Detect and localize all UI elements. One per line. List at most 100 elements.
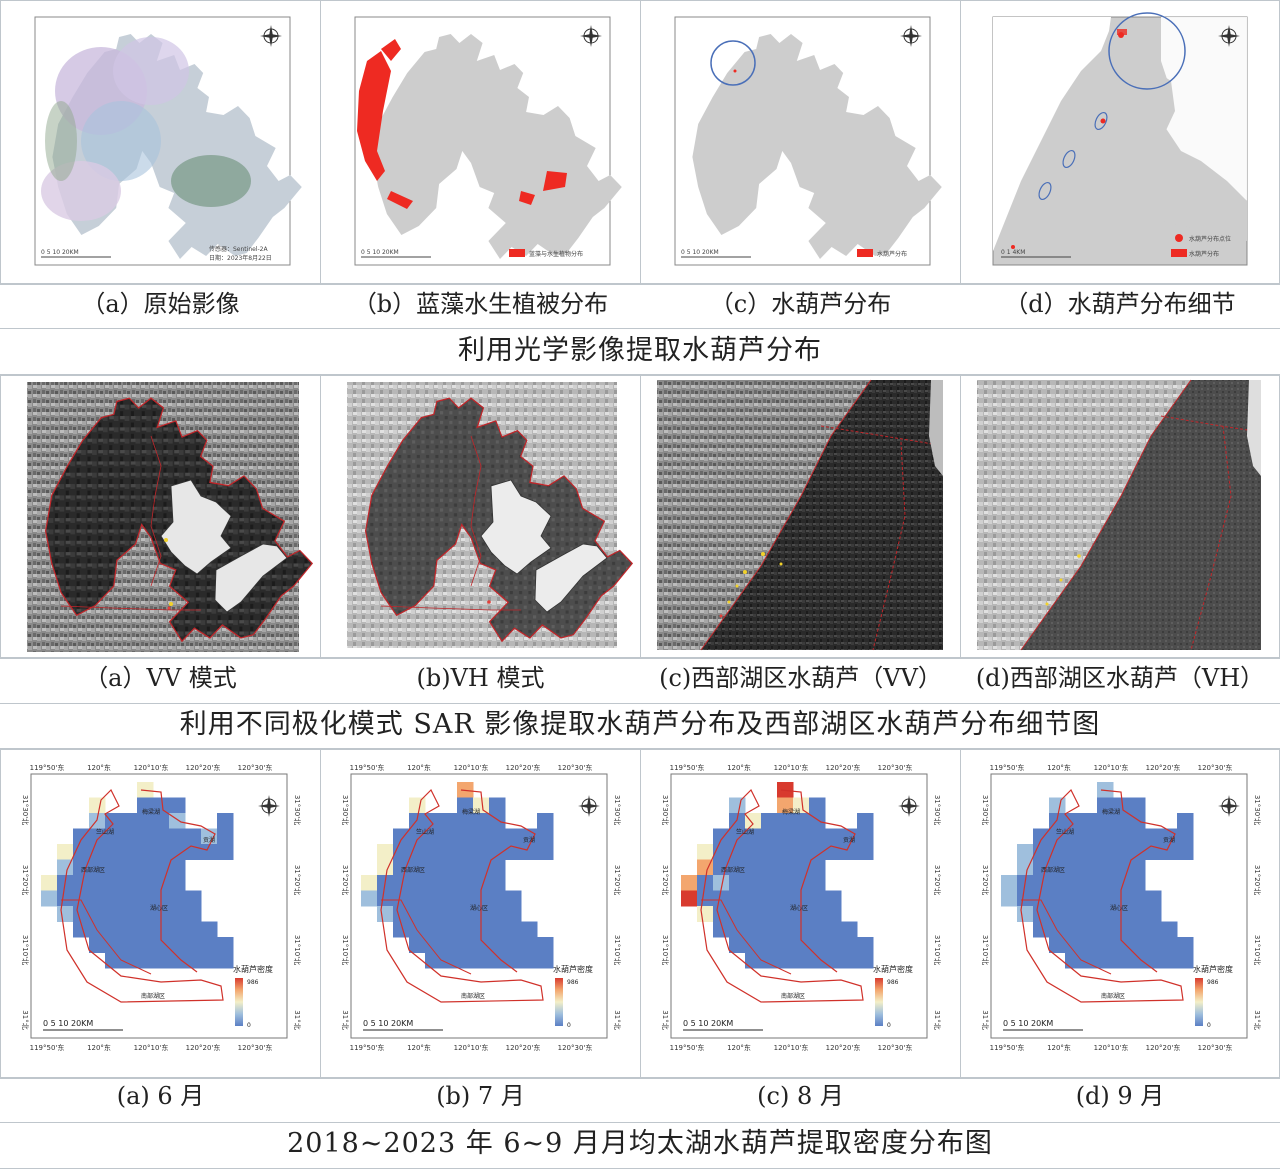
density-cell (809, 875, 826, 891)
zone-label: 南部湖区 (781, 992, 805, 1000)
optical-a-scale: 0 5 10 20KM (41, 249, 79, 256)
density-cell (745, 859, 762, 876)
density-cell (1065, 937, 1082, 953)
zone-label: 贡湖 (843, 836, 855, 844)
density-cell (1129, 890, 1146, 907)
lon-label: 120°东 (1047, 763, 1071, 772)
sar-caption-c: (c)西部湖区水葫芦（VV） (659, 664, 942, 692)
density-legend-min: 0 (1207, 1022, 1211, 1029)
density-panel-jun: 竺山湖 梅梁湖 贡湖 西部湖区 湖心区 南部湖区 119°50'东 119°50'东 120°东… (0, 749, 321, 1078)
lon-label: 119°50'东 (30, 1043, 65, 1052)
density-cell (761, 937, 778, 953)
density-cell (441, 844, 458, 860)
density-legend-title: 水葫芦密度 (553, 964, 593, 974)
lat-label: 31°20'北 (933, 865, 941, 895)
zone-label: 竺山湖 (736, 828, 754, 836)
density-cell (537, 813, 554, 829)
density-cell (441, 828, 458, 845)
zone-label: 南部湖区 (141, 992, 165, 1000)
density-cell (1177, 952, 1194, 969)
density-legend-title: 水葫芦密度 (873, 964, 913, 974)
density-cell (153, 875, 170, 891)
density-cell (489, 890, 506, 907)
density-cell (745, 828, 762, 845)
optical-b-scale: 0 5 10 20KM (361, 249, 399, 256)
density-cell (1145, 906, 1162, 922)
lon-label: 120°东 (727, 1043, 751, 1052)
density-cell (409, 890, 426, 907)
density-legend-min: 0 (887, 1022, 891, 1029)
density-scale: 0 5 10 20KM (43, 1019, 93, 1028)
density-cell (1145, 828, 1162, 845)
sar-panel-a (0, 375, 321, 658)
density-cell (473, 813, 490, 829)
density-cell (425, 859, 442, 876)
density-cell (169, 952, 186, 969)
density-cell (809, 906, 826, 922)
sar-map-west-vh (977, 379, 1262, 651)
lon-label: 119°50'东 (350, 763, 385, 772)
density-cell (777, 937, 794, 953)
optical-a-sensor: 传感器：Sentinel-2A (209, 245, 268, 253)
optical-panel-d: 0 1 4KM 水葫芦分布点位 水葫芦分布 (960, 0, 1280, 284)
density-cell (425, 844, 442, 860)
density-legend-max: 986 (567, 979, 579, 986)
divider (0, 1122, 1280, 1123)
density-cell (793, 952, 810, 969)
density-cell (441, 906, 458, 922)
density-cell (1017, 890, 1034, 907)
lat-label: 31°北 (981, 1010, 989, 1029)
zone-boundary (1020, 788, 1184, 1003)
density-cell (825, 952, 842, 969)
lat-label: 31°10'北 (21, 935, 29, 965)
density-cell (73, 906, 90, 922)
density-cell (1097, 859, 1114, 876)
lon-label: 120°10'东 (1094, 1043, 1129, 1052)
lon-label: 120°10'东 (774, 763, 809, 772)
zone-boundary (700, 788, 864, 1003)
density-cell (185, 828, 202, 845)
density-cell (1081, 844, 1098, 860)
density-cell (1097, 952, 1114, 969)
density-scale: 0 5 10 20KM (683, 1019, 733, 1028)
density-cell (1081, 952, 1098, 969)
density-cell (41, 890, 58, 907)
density-cell (505, 921, 522, 938)
density-cell (713, 906, 730, 922)
lat-label: 31°20'北 (293, 865, 301, 895)
lat-label: 31°30'北 (933, 795, 941, 825)
optical-map-d: 0 1 4KM 水葫芦分布点位 水葫芦分布 (992, 12, 1248, 266)
density-cell (1065, 828, 1082, 845)
density-cell (89, 828, 106, 845)
lat-label: 31°10'北 (341, 935, 349, 965)
density-cell (841, 844, 858, 860)
density-cell (1001, 890, 1018, 907)
density-cell (73, 859, 90, 876)
density-cell (825, 890, 842, 907)
lon-label: 120°东 (727, 763, 751, 772)
density-cell (105, 844, 122, 860)
density-cell (217, 844, 234, 860)
density-cell (169, 875, 186, 891)
density-cell (745, 890, 762, 907)
zone-label: 西部湖区 (721, 866, 745, 874)
density-cell (1097, 875, 1114, 891)
density-cell (745, 875, 762, 891)
density-cell (73, 921, 90, 938)
density-cell (121, 844, 138, 860)
density-cell (1081, 906, 1098, 922)
density-cell (777, 875, 794, 891)
sar-map-west-vv (657, 379, 944, 651)
density-cell (137, 844, 154, 860)
lon-label: 120°30'东 (238, 763, 273, 772)
density-cell (1113, 952, 1130, 969)
density-cell (457, 937, 474, 953)
lon-label: 120°30'东 (238, 1043, 273, 1052)
density-legend-max: 986 (1207, 979, 1219, 986)
density-cell (489, 828, 506, 845)
density-cell (1081, 875, 1098, 891)
density-cell (761, 952, 778, 969)
density-cell (153, 828, 170, 845)
optical-d-legend-label: 水葫芦分布 (1189, 250, 1219, 258)
density-cell (681, 875, 698, 891)
